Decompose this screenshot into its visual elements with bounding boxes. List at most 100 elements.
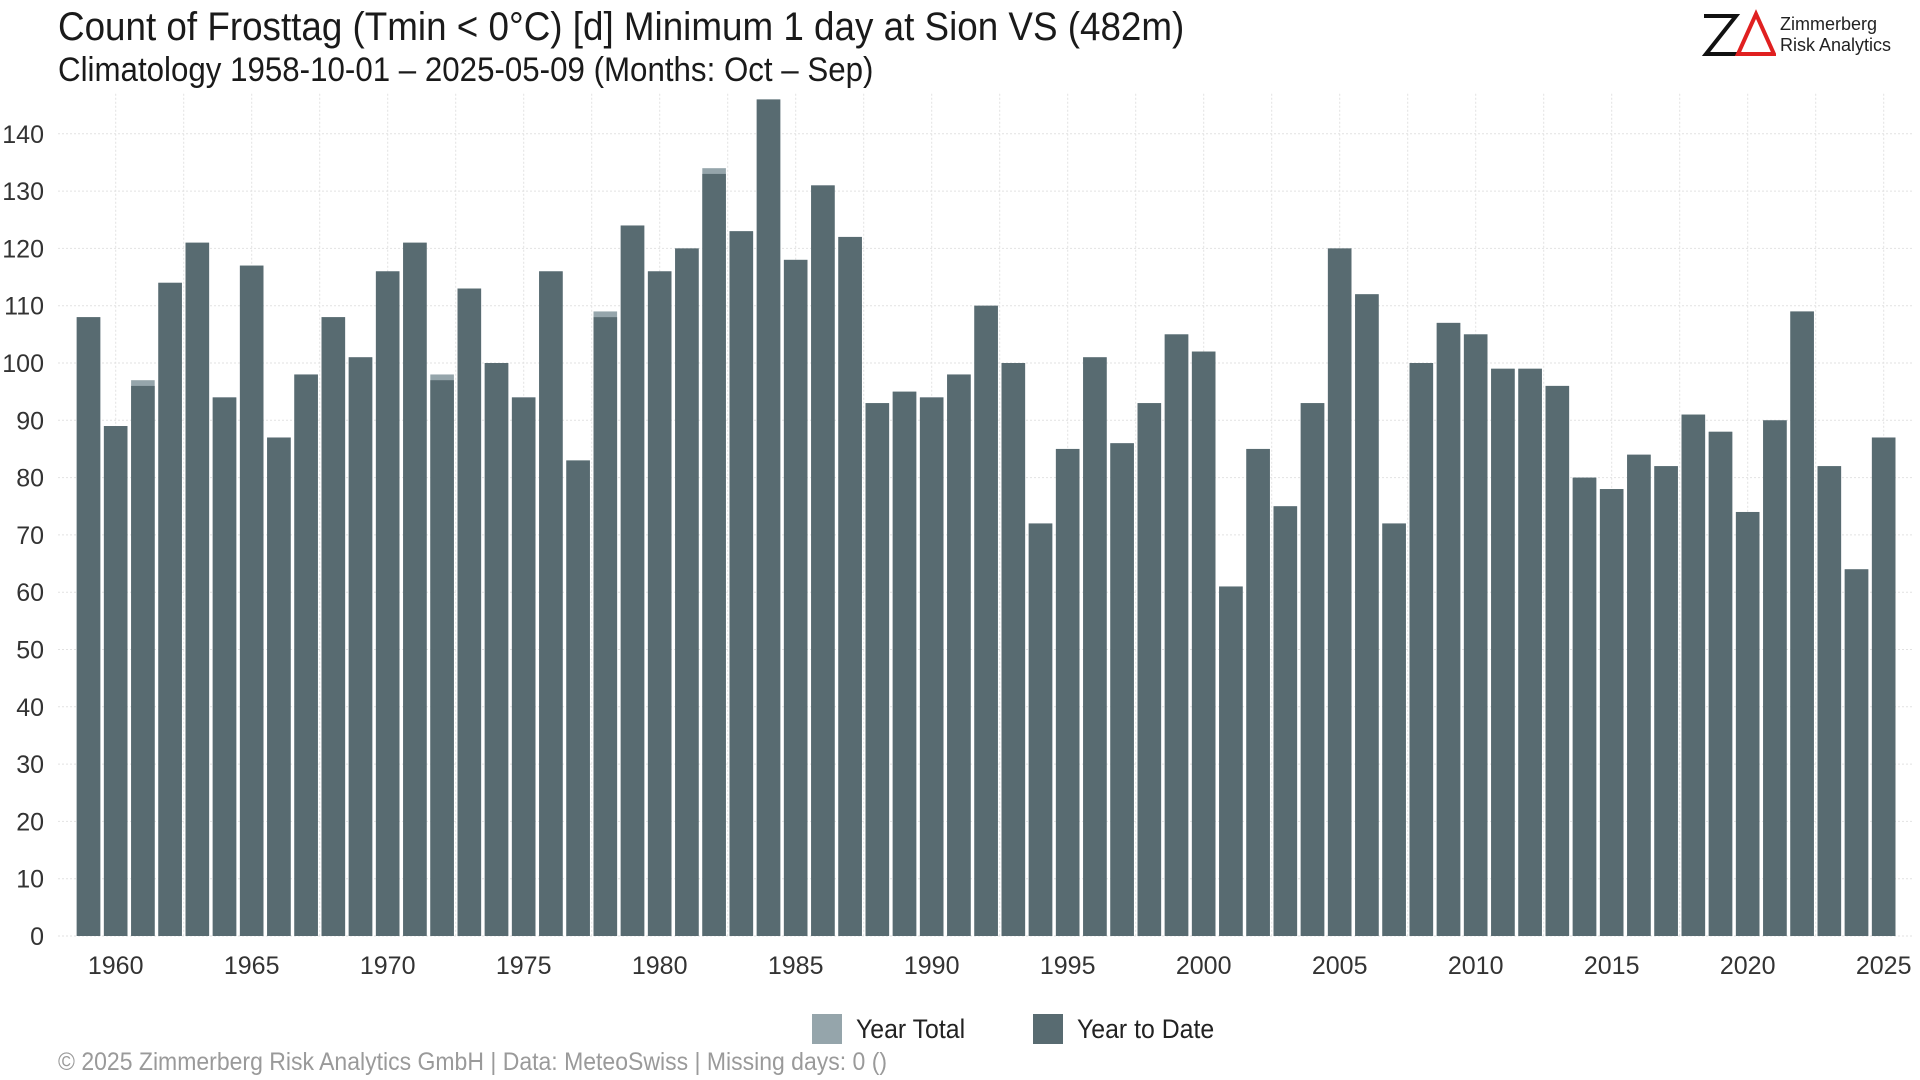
bar-year-to-date-1975 — [511, 397, 536, 936]
bar-year-to-date-2021 — [1763, 420, 1787, 936]
y-tick-label: 120 — [2, 235, 44, 263]
bar-year-to-date-1995 — [1055, 448, 1080, 936]
bar-year-to-date-1990 — [919, 397, 944, 936]
bar-year-to-date-1996 — [1083, 357, 1107, 936]
year-to-date-bars — [76, 99, 1896, 937]
bar-year-to-date-1979 — [620, 225, 645, 937]
y-tick-label: 30 — [16, 751, 44, 779]
bar-year-to-date-1992 — [974, 305, 998, 936]
y-tick-label: 70 — [16, 522, 44, 550]
bar-year-to-date-1961 — [131, 385, 155, 936]
bar-year-to-date-1982 — [702, 173, 726, 936]
bar-year-to-date-2001 — [1219, 586, 1243, 936]
y-tick-label: 10 — [16, 866, 44, 894]
bar-year-to-date-1994 — [1028, 523, 1053, 936]
bar-year-to-date-1965 — [239, 265, 264, 937]
bar-year-to-date-2020 — [1735, 511, 1760, 936]
y-axis-ticks: 0 10 20 30 40 50 60 70 80 90 100 110 120 130 140 — [2, 121, 44, 951]
bar-year-to-date-2025 — [1871, 437, 1896, 936]
y-tick-label: 140 — [2, 121, 44, 149]
bar-year-to-date-1999 — [1164, 334, 1189, 937]
legend-item-year-to-date[interactable]: Year to Date — [1032, 1013, 1226, 1045]
legend-item-year-total[interactable]: Year Total — [812, 1014, 975, 1045]
bar-year-to-date-1959 — [76, 317, 101, 936]
bar-year-to-date-1971 — [403, 242, 427, 937]
bar-year-to-date-2012 — [1518, 368, 1542, 937]
bar-year-to-date-2005 — [1327, 248, 1352, 936]
bar-year-to-date-1964 — [212, 397, 237, 936]
bar-year-to-date-2010 — [1463, 334, 1488, 937]
chart-legend: Year Total Year to Date — [812, 1013, 1244, 1045]
bar-year-to-date-2011 — [1491, 368, 1515, 937]
bar-year-to-date-1991 — [947, 374, 971, 937]
bar-year-to-date-1993 — [1001, 363, 1026, 936]
x-tick-label: 1980 — [632, 952, 688, 980]
chart-subtitle: Climatology 1958-10-01 – 2025-05-09 (Mon… — [58, 51, 874, 89]
bar-year-to-date-2006 — [1355, 294, 1379, 936]
bar-year-to-date-1985 — [783, 259, 808, 936]
bar-year-to-date-2009 — [1436, 322, 1461, 936]
bar-year-to-date-1986 — [811, 185, 835, 936]
x-tick-label: 1975 — [496, 952, 552, 980]
bar-year-to-date-1983 — [729, 231, 754, 936]
chart-title: Count of Frosttag (Tmin < 0°C) [d] Minim… — [58, 5, 1185, 49]
company-logo: Zimmerberg Risk Analytics — [1700, 6, 1910, 62]
bar-year-to-date-2016 — [1627, 454, 1651, 936]
bar-year-to-date-1967 — [294, 374, 318, 937]
x-tick-label: 2000 — [1176, 952, 1232, 980]
copyright-footer: © 2025 Zimmerberg Risk Analytics GmbH | … — [58, 1048, 888, 1076]
y-tick-label: 50 — [16, 637, 44, 665]
bar-year-to-date-1980 — [647, 271, 672, 936]
x-tick-label: 2010 — [1448, 952, 1504, 980]
bar-year-to-date-2008 — [1409, 363, 1434, 936]
logo-line-1: Zimmerberg — [1780, 14, 1878, 34]
y-tick-label: 130 — [2, 178, 44, 206]
legend-label-year-to-date: Year to Date — [1076, 1013, 1214, 1044]
bar-year-to-date-1974 — [484, 363, 509, 936]
bar-year-to-date-2013 — [1545, 385, 1570, 936]
bar-year-to-date-2015 — [1599, 489, 1624, 936]
x-tick-label: 2025 — [1856, 952, 1912, 980]
bar-year-to-date-2022 — [1790, 311, 1814, 936]
bar-year-to-date-1988 — [865, 403, 890, 936]
x-tick-label: 2005 — [1312, 952, 1368, 980]
bar-year-to-date-1981 — [675, 248, 699, 936]
bar-year-to-date-2018 — [1681, 414, 1706, 936]
legend-label-year-total: Year Total — [856, 1013, 966, 1044]
bar-year-to-date-1969 — [348, 357, 373, 936]
bar-year-to-date-2000 — [1191, 351, 1216, 936]
legend-swatch-year-total — [812, 1014, 842, 1044]
bar-year-to-date-1970 — [375, 271, 400, 936]
logo-line-2: Risk Analytics — [1780, 35, 1892, 55]
x-tick-label: 1990 — [904, 952, 960, 980]
x-tick-label: 2020 — [1720, 952, 1776, 980]
bar-year-to-date-1989 — [892, 391, 917, 936]
bar-year-to-date-1998 — [1137, 403, 1162, 936]
bar-year-to-date-2017 — [1654, 466, 1678, 936]
y-tick-label: 0 — [30, 923, 44, 951]
y-tick-label: 40 — [16, 694, 44, 722]
za-logo-icon — [1701, 9, 1776, 56]
bar-year-to-date-1984 — [756, 99, 781, 937]
bar-year-to-date-2024 — [1844, 569, 1869, 936]
bar-year-to-date-1962 — [158, 282, 182, 936]
x-tick-label: 1960 — [88, 952, 144, 980]
y-tick-label: 110 — [4, 293, 44, 321]
legend-swatch-year-to-date — [1032, 1014, 1063, 1044]
bar-year-to-date-1987 — [838, 236, 862, 936]
y-tick-label: 20 — [16, 808, 44, 836]
x-axis-ticks: 1960 1965 1970 1975 1980 1985 1990 1995 2000 2005… — [88, 952, 1912, 980]
bar-year-to-date-1960 — [103, 426, 128, 936]
y-tick-label: 80 — [16, 465, 44, 493]
bar-year-to-date-1972 — [430, 380, 454, 936]
y-tick-label: 90 — [16, 407, 44, 435]
x-tick-label: 1995 — [1040, 952, 1096, 980]
bar-year-to-date-1968 — [321, 317, 346, 936]
y-tick-label: 100 — [2, 350, 44, 378]
bar-year-to-date-2004 — [1300, 403, 1325, 936]
bar-year-to-date-1973 — [457, 288, 482, 936]
bar-year-to-date-2014 — [1572, 477, 1597, 936]
x-tick-label: 1970 — [360, 952, 416, 980]
x-tick-label: 2015 — [1584, 952, 1640, 980]
